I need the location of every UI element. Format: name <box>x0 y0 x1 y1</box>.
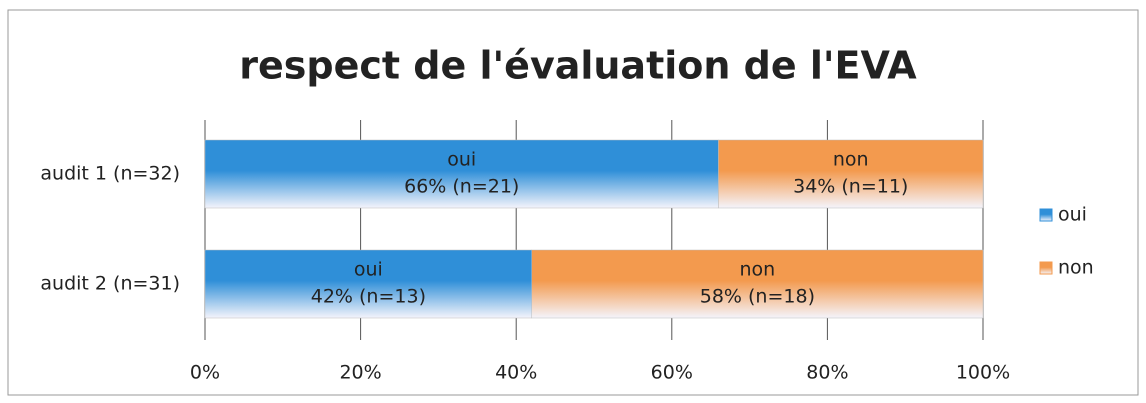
bar <box>204 249 533 319</box>
y-tick-label: audit 1 (n=32) <box>40 163 180 185</box>
x-tick-label: 0% <box>190 362 220 384</box>
data-label-name: non <box>740 259 776 281</box>
x-tick-label: 40% <box>495 362 537 384</box>
data-label: 58% (n=18) <box>700 286 815 308</box>
x-tick-label: 100% <box>956 362 1010 384</box>
data-label-name: non <box>833 149 869 171</box>
data-label: 66% (n=21) <box>404 176 519 198</box>
data-label-name: oui <box>354 259 383 281</box>
data-label: 34% (n=11) <box>793 176 908 198</box>
bar <box>718 139 984 209</box>
data-label: 42% (n=13) <box>311 286 426 308</box>
x-tick-label: 20% <box>339 362 381 384</box>
data-label-name: oui <box>447 149 476 171</box>
legend-swatch <box>1039 208 1053 222</box>
legend-label: non <box>1058 257 1094 279</box>
y-tick-label: audit 2 (n=31) <box>40 273 180 295</box>
x-tick-label: 80% <box>806 362 848 384</box>
bar <box>531 249 984 319</box>
x-tick-label: 60% <box>651 362 693 384</box>
chart-title: respect de l'évaluation de l'EVA <box>239 44 917 88</box>
legend-swatch <box>1039 261 1053 275</box>
legend-label: oui <box>1058 204 1087 226</box>
